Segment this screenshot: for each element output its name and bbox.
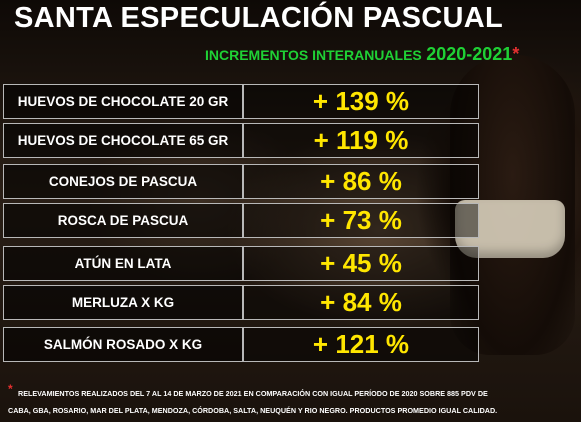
footnote-line-2: CABA, GBA, ROSARIO, MAR DEL PLATA, MENDO… [8,406,498,415]
table-row: ROSCA DE PASCUA + 73 % [0,203,479,238]
table-row: CONEJOS DE PASCUA + 86 % [0,164,479,199]
product-name: HUEVOS DE CHOCOLATE 65 GR [3,123,243,158]
product-name: ROSCA DE PASCUA [3,203,243,238]
product-name: CONEJOS DE PASCUA [3,164,243,199]
product-name: ATÚN EN LATA [3,246,243,281]
increase-value: + 84 % [243,285,479,320]
increase-value: + 45 % [243,246,479,281]
increase-value: + 86 % [243,164,479,199]
subtitle-years: 2020-2021 [426,44,513,64]
increase-value: + 73 % [243,203,479,238]
table-row: SALMÓN ROSADO X KG + 121 % [0,327,479,362]
table-row: ATÚN EN LATA + 45 % [0,246,479,281]
subtitle-label: INCREMENTOS INTERANUALES [205,47,422,63]
table-row: HUEVOS DE CHOCOLATE 20 GR + 139 % [0,84,479,119]
product-name: HUEVOS DE CHOCOLATE 20 GR [3,84,243,119]
footnote-asterisk: * [8,382,13,396]
product-name: MERLUZA X KG [3,285,243,320]
footnote-line-1: RELEVAMIENTOS REALIZADOS DEL 7 AL 14 DE … [18,389,488,398]
increase-value: + 139 % [243,84,479,119]
table-row: HUEVOS DE CHOCOLATE 65 GR + 119 % [0,123,479,158]
subtitle: INCREMENTOS INTERANUALES 2020-2021* [205,44,519,65]
product-name: SALMÓN ROSADO X KG [3,327,243,362]
increase-value: + 121 % [243,327,479,362]
increase-value: + 119 % [243,123,479,158]
face-mask-decoration [455,200,565,258]
table-row: MERLUZA X KG + 84 % [0,285,479,320]
page-title: SANTA ESPECULACIÓN PASCUAL [14,2,504,34]
subtitle-asterisk: * [512,44,520,64]
